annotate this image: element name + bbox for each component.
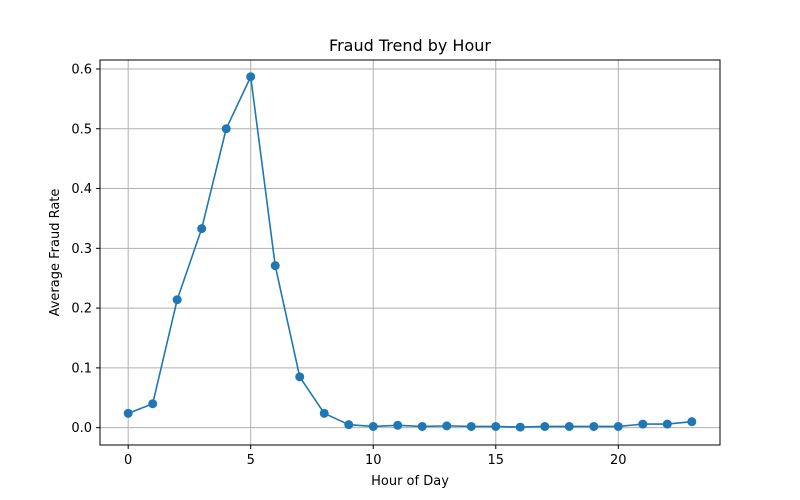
y-tick-label: 0.2 bbox=[71, 302, 92, 317]
x-tick-label: 20 bbox=[610, 453, 627, 468]
data-point bbox=[123, 408, 133, 418]
data-point bbox=[442, 421, 452, 431]
y-tick-label: 0.6 bbox=[71, 62, 92, 77]
y-tick-label: 0.0 bbox=[71, 421, 92, 436]
ticks-layer: 0 5 10 15 20 0.0 0.1 0.2 0.3 0.4 0.5 0.6 bbox=[71, 62, 626, 468]
data-point bbox=[540, 421, 550, 431]
x-tick-label: 5 bbox=[247, 453, 255, 468]
x-tick-label: 10 bbox=[365, 453, 382, 468]
data-point bbox=[564, 421, 574, 431]
chart-title: Fraud Trend by Hour bbox=[329, 36, 491, 55]
y-tick-label: 0.4 bbox=[71, 182, 92, 197]
data-point bbox=[417, 421, 427, 431]
data-point bbox=[687, 417, 697, 427]
data-point bbox=[515, 422, 525, 432]
data-point bbox=[295, 372, 305, 382]
y-tick-label: 0.3 bbox=[71, 242, 92, 257]
y-tick-label: 0.5 bbox=[71, 122, 92, 137]
data-point bbox=[270, 261, 280, 271]
data-point bbox=[172, 295, 182, 305]
data-point bbox=[491, 421, 501, 431]
y-axis-label: Average Fraud Rate bbox=[48, 189, 63, 317]
data-point bbox=[613, 421, 623, 431]
y-tick-label: 0.1 bbox=[71, 361, 92, 376]
data-point bbox=[662, 419, 672, 429]
data-point bbox=[221, 124, 231, 134]
data-point bbox=[393, 420, 403, 430]
data-point bbox=[368, 421, 378, 431]
grid-layer bbox=[100, 60, 720, 445]
data-point bbox=[319, 408, 329, 418]
data-point bbox=[148, 399, 158, 409]
x-tick-label: 0 bbox=[124, 453, 132, 468]
data-point bbox=[589, 421, 599, 431]
x-tick-label: 15 bbox=[487, 453, 504, 468]
data-point bbox=[466, 421, 476, 431]
data-point bbox=[638, 419, 648, 429]
x-axis-label: Hour of Day bbox=[371, 474, 449, 489]
data-point bbox=[344, 420, 354, 430]
data-point bbox=[197, 224, 207, 234]
plot-frame bbox=[99, 59, 721, 446]
series-layer bbox=[123, 72, 697, 432]
data-point bbox=[246, 72, 256, 82]
